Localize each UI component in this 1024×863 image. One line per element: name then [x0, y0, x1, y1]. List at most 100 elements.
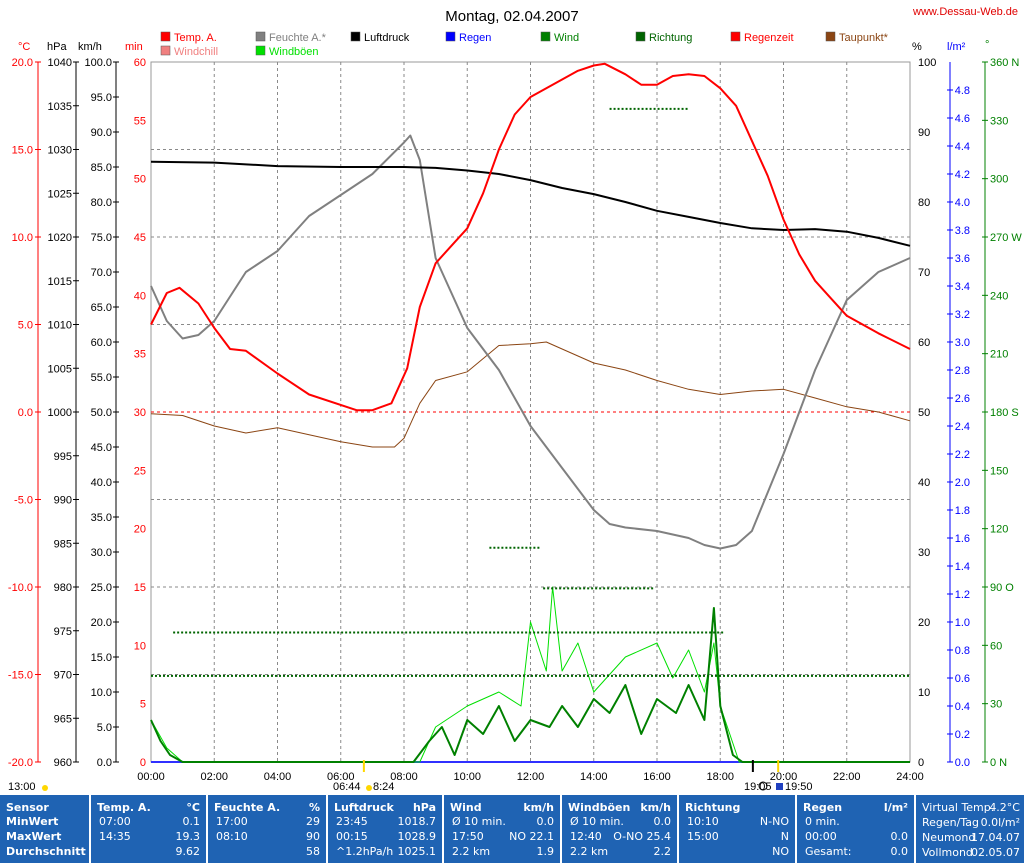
- stats-extra-column: Virtual Temp. 4.2°C Regen/Tag 0.0l/m² Neumon…: [914, 795, 1024, 863]
- hpa-tick-label: 995: [54, 451, 72, 463]
- extra-value: 0.0l/m²: [980, 816, 1020, 829]
- pct-tick-label: 0: [918, 757, 924, 769]
- lm2-tick-label: 2.8: [955, 365, 970, 377]
- lm2-tick-label: 3.4: [955, 281, 970, 293]
- hpa-tick-label: 1015: [48, 276, 72, 288]
- stats-header-unit: km/h: [640, 801, 671, 814]
- stats-cell-label: 12:40: [570, 830, 602, 843]
- hpa-tick-label: 1035: [48, 101, 72, 113]
- extra-value: 02.05.07: [971, 846, 1020, 859]
- extra-label: Vollmond: [922, 846, 973, 859]
- stats-cell-value: 0.0: [890, 845, 909, 858]
- hpa-tick-label: 1030: [48, 145, 72, 157]
- pct-tick-label: 10: [918, 687, 930, 699]
- kmh-tick-label: 0.0: [97, 757, 112, 769]
- legend-swatch: [730, 31, 741, 42]
- hpa-tick-label: 960: [54, 757, 72, 769]
- stats-column: Temp. A. °C 07:00 0.1 14:35 19.3 9.62: [89, 795, 206, 863]
- stats-header: Sensor: [6, 801, 49, 814]
- stats-cell-value: 58: [306, 845, 320, 858]
- min-tick-label: 55: [134, 115, 146, 127]
- temp-tick-label: -5.0: [14, 495, 33, 507]
- deg-tick-label: 360 N: [990, 57, 1019, 69]
- stats-header: Luftdruck: [334, 801, 394, 814]
- data-series: [150, 62, 911, 763]
- time-tick-label: 20:00: [770, 771, 798, 783]
- stats-cell-value: 90: [306, 830, 320, 843]
- deg-tick-label: 60: [990, 640, 1002, 652]
- kmh-axis-header: km/h: [78, 41, 102, 53]
- sunrise-label: 06:44: [333, 781, 361, 793]
- stats-header-unit: km/h: [523, 801, 554, 814]
- kmh-tick-label: 80.0: [91, 197, 112, 209]
- legend-swatch: [445, 31, 456, 42]
- lm2-axis-header: l/m²: [947, 41, 966, 53]
- kmh-tick-label: 95.0: [91, 92, 112, 104]
- stats-header-unit: l/m²: [883, 801, 908, 814]
- legend-swatch: [160, 31, 171, 42]
- time-tick-label: 22:00: [833, 771, 861, 783]
- stats-header-unit: %: [308, 801, 320, 814]
- hpa-tick-label: 1020: [48, 232, 72, 244]
- stats-row-label: Durchschnitt: [6, 845, 86, 858]
- extra-value: 4.2°C: [989, 801, 1020, 814]
- stats-table: Sensor MinWert MaxWert Durchschnitt Temp. A.…: [0, 795, 1024, 863]
- legend-label: Richtung: [649, 32, 692, 44]
- lm2-tick-label: 4.8: [955, 85, 970, 97]
- lm2-tick-label: 1.6: [955, 533, 970, 545]
- stats-header-unit: °C: [186, 801, 200, 814]
- hpa-tick-label: 990: [54, 495, 72, 507]
- min-tick-label: 35: [134, 349, 146, 361]
- stats-cell-label: 0 min.: [805, 815, 840, 828]
- lm2-tick-label: 2.6: [955, 393, 970, 405]
- pct-tick-label: 60: [918, 337, 930, 349]
- deg-tick-label: 300: [990, 174, 1008, 186]
- stats-cell-value: 2.2: [653, 845, 672, 858]
- stats-cell-label: 07:00: [99, 815, 131, 828]
- time-tick-label: 12:00: [517, 771, 545, 783]
- extra-label: Regen/Tag: [922, 816, 979, 829]
- stats-cell-value: 1025.1: [397, 845, 437, 858]
- lm2-tick-label: 1.4: [955, 561, 970, 573]
- pct-tick-label: 80: [918, 197, 930, 209]
- kmh-tick-label: 40.0: [91, 477, 112, 489]
- legend-swatch: [160, 45, 171, 56]
- stats-column: Luftdruck hPa 23:45 1018.7 00:15 1028.9 ^1.2hP…: [326, 795, 442, 863]
- lm2-tick-label: 2.0: [955, 477, 970, 489]
- deg-tick-label: 180 S: [990, 407, 1019, 419]
- time-tick-label: 24:00: [896, 771, 924, 783]
- kmh-tick-label: 50.0: [91, 407, 112, 419]
- lm2-tick-label: 1.8: [955, 505, 970, 517]
- legend-label: Windchill: [174, 46, 218, 58]
- site-link[interactable]: www.Dessau-Web.de: [912, 6, 1018, 18]
- lm2-tick-label: 4.4: [955, 141, 970, 153]
- lm2-tick-label: 4.0: [955, 197, 970, 209]
- min-tick-label: 30: [134, 407, 146, 419]
- min-tick-label: 25: [134, 465, 146, 477]
- lm2-tick-label: 1.0: [955, 617, 970, 629]
- stats-header: Richtung: [685, 801, 741, 814]
- chart-title: Montag, 02.04.2007: [445, 8, 578, 25]
- legend-swatch: [825, 31, 836, 42]
- hpa-tick-label: 980: [54, 582, 72, 594]
- deg-tick-label: 150: [990, 465, 1008, 477]
- hpa-tick-label: 970: [54, 670, 72, 682]
- weather-chart: Montag, 02.04.2007 www.Dessau-Web.de 20.…: [8, 6, 1022, 793]
- time-tick-label: 00:00: [137, 771, 165, 783]
- lm2-tick-label: 4.6: [955, 113, 970, 125]
- stats-cell-value: NO 22.1: [509, 830, 554, 843]
- stats-header: Feuchte A.: [214, 801, 281, 814]
- lm2-tick-label: 2.4: [955, 421, 970, 433]
- stats-cell-value: NO: [772, 845, 789, 858]
- stats-cell-value: 1.9: [536, 845, 555, 858]
- stats-cell-value: 9.62: [175, 845, 201, 858]
- stats-column: Wind km/h Ø 10 min. 0.0 17:50 NO 22.1 2.2 km 1.…: [442, 795, 560, 863]
- lm2-tick-label: 0.6: [955, 673, 970, 685]
- extra-label: Neumond: [922, 831, 976, 844]
- min-tick-label: 50: [134, 174, 146, 186]
- legend-label: Wind: [554, 32, 579, 44]
- series-line-wind: [150, 607, 910, 763]
- moon-icon: [758, 781, 768, 791]
- temp-tick-label: 20.0: [12, 57, 33, 69]
- min-tick-label: 60: [134, 57, 146, 69]
